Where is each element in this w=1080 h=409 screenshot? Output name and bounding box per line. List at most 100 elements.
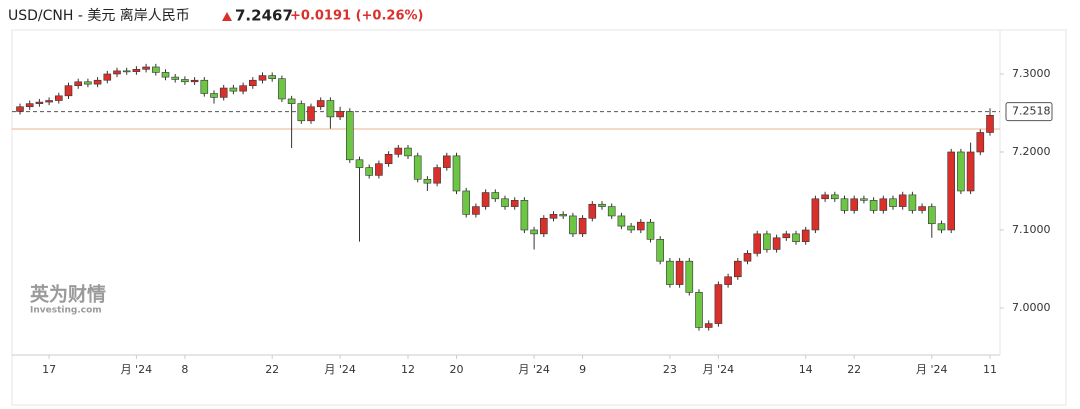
candle-body xyxy=(491,192,500,200)
candle-body xyxy=(850,198,859,211)
candle-body xyxy=(452,155,461,192)
candle-body xyxy=(578,217,587,235)
candle-body xyxy=(898,194,907,207)
candle-body xyxy=(617,215,626,227)
last-price-label: 7.2518 xyxy=(1012,105,1051,118)
candle-body xyxy=(743,253,752,262)
candle-body xyxy=(792,233,800,242)
candle-body xyxy=(384,154,393,164)
candle-body xyxy=(598,203,606,207)
candle-body xyxy=(336,111,344,118)
candle-body xyxy=(889,198,897,207)
candle-body xyxy=(345,111,354,161)
candle-body xyxy=(821,194,829,200)
candle-body xyxy=(64,85,73,97)
x-tick-label: 14 xyxy=(799,363,813,376)
candle-body xyxy=(200,79,209,94)
x-tick-label: 9 xyxy=(579,363,586,376)
candle-body xyxy=(569,215,577,235)
candle-body xyxy=(219,87,228,98)
candle-body xyxy=(93,79,102,85)
candle-body xyxy=(685,260,694,293)
candle-body xyxy=(54,95,63,101)
candle-body xyxy=(84,81,92,85)
candle-body xyxy=(365,167,374,176)
candle-body xyxy=(210,93,218,98)
x-tick-label: 月 '24 xyxy=(121,363,153,376)
candle-body xyxy=(966,151,975,192)
candle-body xyxy=(627,225,635,231)
candle-body xyxy=(45,100,53,103)
candle-body xyxy=(801,229,810,242)
candle-body xyxy=(927,206,936,225)
candle-body xyxy=(122,70,131,73)
candle-body xyxy=(957,151,965,192)
candle-body xyxy=(394,147,403,155)
candle-body xyxy=(132,69,141,72)
candle-body xyxy=(636,221,645,231)
y-tick-label: 7.0000 xyxy=(1012,301,1051,314)
candle-body xyxy=(559,214,568,217)
x-tick-label: 20 xyxy=(450,363,464,376)
candle-body xyxy=(278,78,286,100)
candle-body xyxy=(74,81,82,86)
candle-body xyxy=(772,237,781,250)
candle-body xyxy=(947,151,956,231)
candle-body xyxy=(481,192,490,207)
candle-body xyxy=(326,100,335,118)
x-tick-label: 8 xyxy=(181,363,188,376)
candle-body xyxy=(763,233,771,250)
candle-body xyxy=(35,101,44,104)
candle-body xyxy=(239,85,247,92)
candle-body xyxy=(25,103,34,108)
watermark: 英为财情 xyxy=(30,283,106,306)
candle-body xyxy=(714,284,723,324)
candle-body xyxy=(249,79,257,86)
candle-body xyxy=(607,206,616,217)
candle-body xyxy=(733,260,742,278)
candle-body xyxy=(724,276,732,285)
x-tick-label: 22 xyxy=(847,363,861,376)
candle-body xyxy=(423,178,432,184)
candle-body xyxy=(811,198,820,231)
candle-body xyxy=(171,76,179,80)
candle-body xyxy=(152,66,160,73)
candle-body xyxy=(287,98,296,104)
candle-body xyxy=(704,323,713,328)
candle-body xyxy=(753,233,762,254)
candle-body xyxy=(539,217,548,235)
x-tick-label: 月 '24 xyxy=(324,363,356,376)
candle-body xyxy=(530,229,538,235)
candle-body xyxy=(462,190,471,215)
candle-body xyxy=(908,194,917,211)
candle-body xyxy=(675,260,684,285)
price: 7.2467 xyxy=(235,7,293,25)
candle-body xyxy=(268,75,277,79)
candle-body xyxy=(510,200,519,207)
candle-body xyxy=(666,260,674,285)
x-tick-label: 月 '24 xyxy=(916,363,948,376)
candle-body xyxy=(375,163,383,176)
candle-body xyxy=(190,79,199,83)
candle-body xyxy=(986,115,994,133)
candle-body xyxy=(161,72,170,78)
x-tick-label: 23 xyxy=(663,363,677,376)
x-tick-label: 17 xyxy=(42,363,56,376)
candle-body xyxy=(307,106,315,122)
candle-body xyxy=(782,233,791,239)
x-tick-label: 月 '24 xyxy=(703,363,735,376)
candle-body xyxy=(918,206,926,211)
candle-body xyxy=(433,167,441,184)
x-tick-label: 22 xyxy=(265,363,279,376)
candle-body xyxy=(258,75,267,81)
candle-body xyxy=(860,198,868,201)
y-tick-label: 7.2000 xyxy=(1012,145,1051,158)
candle-body xyxy=(316,100,325,108)
candle-body xyxy=(937,223,946,231)
candle-body xyxy=(549,214,558,219)
up-arrow-icon xyxy=(222,12,232,21)
candle-body xyxy=(840,198,849,211)
candle-body xyxy=(830,194,839,200)
